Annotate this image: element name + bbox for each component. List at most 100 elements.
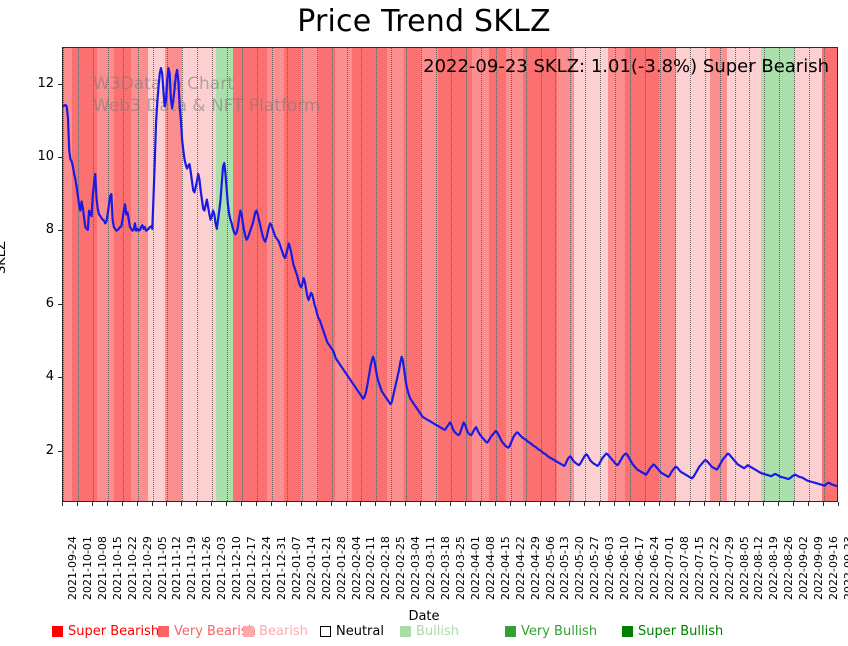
x-axis-tick-mark: [599, 502, 601, 506]
x-axis-tick-label: 2022-07-01: [662, 536, 676, 600]
grid-line: [734, 48, 736, 501]
legend-entry[interactable]: Neutral: [320, 620, 384, 642]
x-axis-tick-label: 2022-05-13: [558, 536, 572, 600]
legend-entry[interactable]: Bullish: [400, 620, 459, 642]
x-axis-tick-label: 2021-10-08: [95, 536, 109, 600]
x-axis-tick-label: 2022-09-09: [812, 536, 826, 600]
grid-line: [376, 48, 378, 501]
grid-line: [286, 48, 288, 501]
grid-line: [167, 48, 169, 501]
x-axis-tick-mark: [136, 502, 138, 506]
x-axis-tick-label: 2021-10-01: [80, 536, 94, 600]
grid-line: [465, 48, 467, 501]
sentiment-band: [148, 48, 166, 501]
x-axis-tick-mark: [196, 502, 198, 506]
sentiment-band: [556, 48, 574, 501]
grid-line: [824, 48, 826, 501]
grid-line: [689, 48, 691, 501]
grid-lines: [63, 48, 837, 501]
price-line: [63, 48, 837, 501]
x-axis-tick-label: 2022-04-08: [483, 536, 497, 600]
grid-line: [719, 48, 721, 501]
x-axis-tick-label: 2022-04-22: [513, 536, 527, 600]
x-axis-tick-label: 2021-12-03: [215, 536, 229, 600]
x-axis-tick-mark: [106, 502, 108, 506]
x-axis-tick-label: 2022-09-16: [827, 536, 841, 600]
legend-label: Very Bearish: [174, 623, 256, 639]
legend-swatch-icon: [622, 625, 633, 637]
grid-line: [316, 48, 318, 501]
grid-line: [570, 48, 572, 501]
legend-entry[interactable]: Bearish: [243, 620, 308, 642]
grid-line: [137, 48, 139, 501]
x-axis-tick-mark: [360, 502, 362, 506]
x-axis-tick-mark: [688, 502, 690, 506]
plot-area: W3Data.io Chart Web3 Data & NFT Platform…: [62, 47, 838, 502]
grid-line: [227, 48, 229, 501]
grid-line: [107, 48, 109, 501]
x-axis-tick-label: 2022-02-11: [364, 536, 378, 600]
x-axis-tick-label: 2021-09-24: [66, 536, 79, 600]
legend-label: Super Bullish: [638, 623, 724, 639]
legend-label: Bearish: [259, 623, 308, 639]
x-axis-tick-mark: [748, 502, 750, 506]
legend-entry[interactable]: Super Bearish: [52, 620, 159, 642]
x-axis-tick-label: 2022-09-23: [842, 536, 848, 600]
y-axis-tick-label: 8: [45, 222, 54, 238]
x-axis-tick-mark: [330, 502, 332, 506]
legend-entry[interactable]: Very Bullish: [505, 620, 597, 642]
sentiment-band: [267, 48, 285, 501]
sentiment-band: [97, 48, 115, 501]
grid-line: [257, 48, 258, 501]
grid-line: [615, 48, 617, 501]
x-axis-tick-label: 2022-03-25: [454, 536, 467, 600]
legend-entry[interactable]: Very Bearish: [158, 620, 256, 642]
x-axis-tick-label: 2022-06-24: [648, 536, 661, 600]
x-axis-tick-label: 2021-11-05: [155, 536, 169, 600]
legend-swatch-icon: [320, 625, 331, 637]
x-axis-tick-mark: [838, 502, 839, 506]
x-axis-tick-mark: [270, 502, 272, 506]
x-axis-tick-label: 2021-10-15: [110, 536, 124, 600]
legend-label: Bullish: [416, 623, 460, 639]
x-axis-tick-label: 2022-07-22: [707, 536, 721, 600]
sentiment-band: [80, 48, 98, 501]
x-axis-tick-label: 2022-02-25: [394, 536, 408, 600]
y-axis-tick-mark: [58, 157, 62, 159]
x-axis-tick-label: 2022-08-05: [737, 536, 751, 600]
x-axis-tick-label: 2022-06-03: [603, 536, 617, 600]
grid-line: [346, 48, 348, 501]
sentiment-band: [131, 48, 149, 501]
x-axis-tick-label: 2021-11-19: [185, 536, 199, 600]
x-axis-tick-mark: [405, 502, 407, 506]
x-axis-tick-label: 2022-01-14: [304, 536, 318, 600]
grid-line: [630, 48, 632, 501]
x-axis-tick-mark: [584, 502, 586, 506]
x-axis-tick-label: 2022-02-04: [349, 536, 363, 600]
y-axis-title: SKLZ: [0, 241, 9, 274]
y-axis-tick-mark: [58, 83, 62, 85]
grid-line: [182, 48, 184, 501]
x-axis-tick-mark: [479, 502, 481, 506]
grid-line: [659, 48, 661, 501]
x-axis-tick-label: 2022-07-29: [722, 536, 736, 600]
grid-line: [510, 48, 512, 501]
x-axis-tick-mark: [450, 502, 451, 506]
sentiment-band: [284, 48, 302, 501]
grid-line: [451, 48, 452, 501]
x-axis-tick-mark: [629, 502, 631, 506]
grid-line: [406, 48, 408, 501]
grid-line: [555, 48, 557, 501]
x-axis-tick-mark: [554, 502, 556, 506]
x-axis-tick-mark: [494, 502, 496, 506]
x-axis-tick-label: 2021-11-12: [170, 536, 184, 600]
x-axis-tick-label: 2022-07-08: [677, 536, 691, 600]
x-axis-tick-label: 2021-12-17: [245, 536, 259, 600]
x-axis-tick-label: 2022-03-18: [439, 536, 453, 600]
y-axis-tick-mark: [58, 377, 62, 379]
grid-line: [764, 48, 766, 501]
legend-entry[interactable]: Super Bullish: [622, 620, 723, 642]
x-axis-tick-mark: [569, 502, 571, 506]
x-axis-tick-mark: [823, 502, 825, 506]
grid-line: [301, 48, 303, 501]
